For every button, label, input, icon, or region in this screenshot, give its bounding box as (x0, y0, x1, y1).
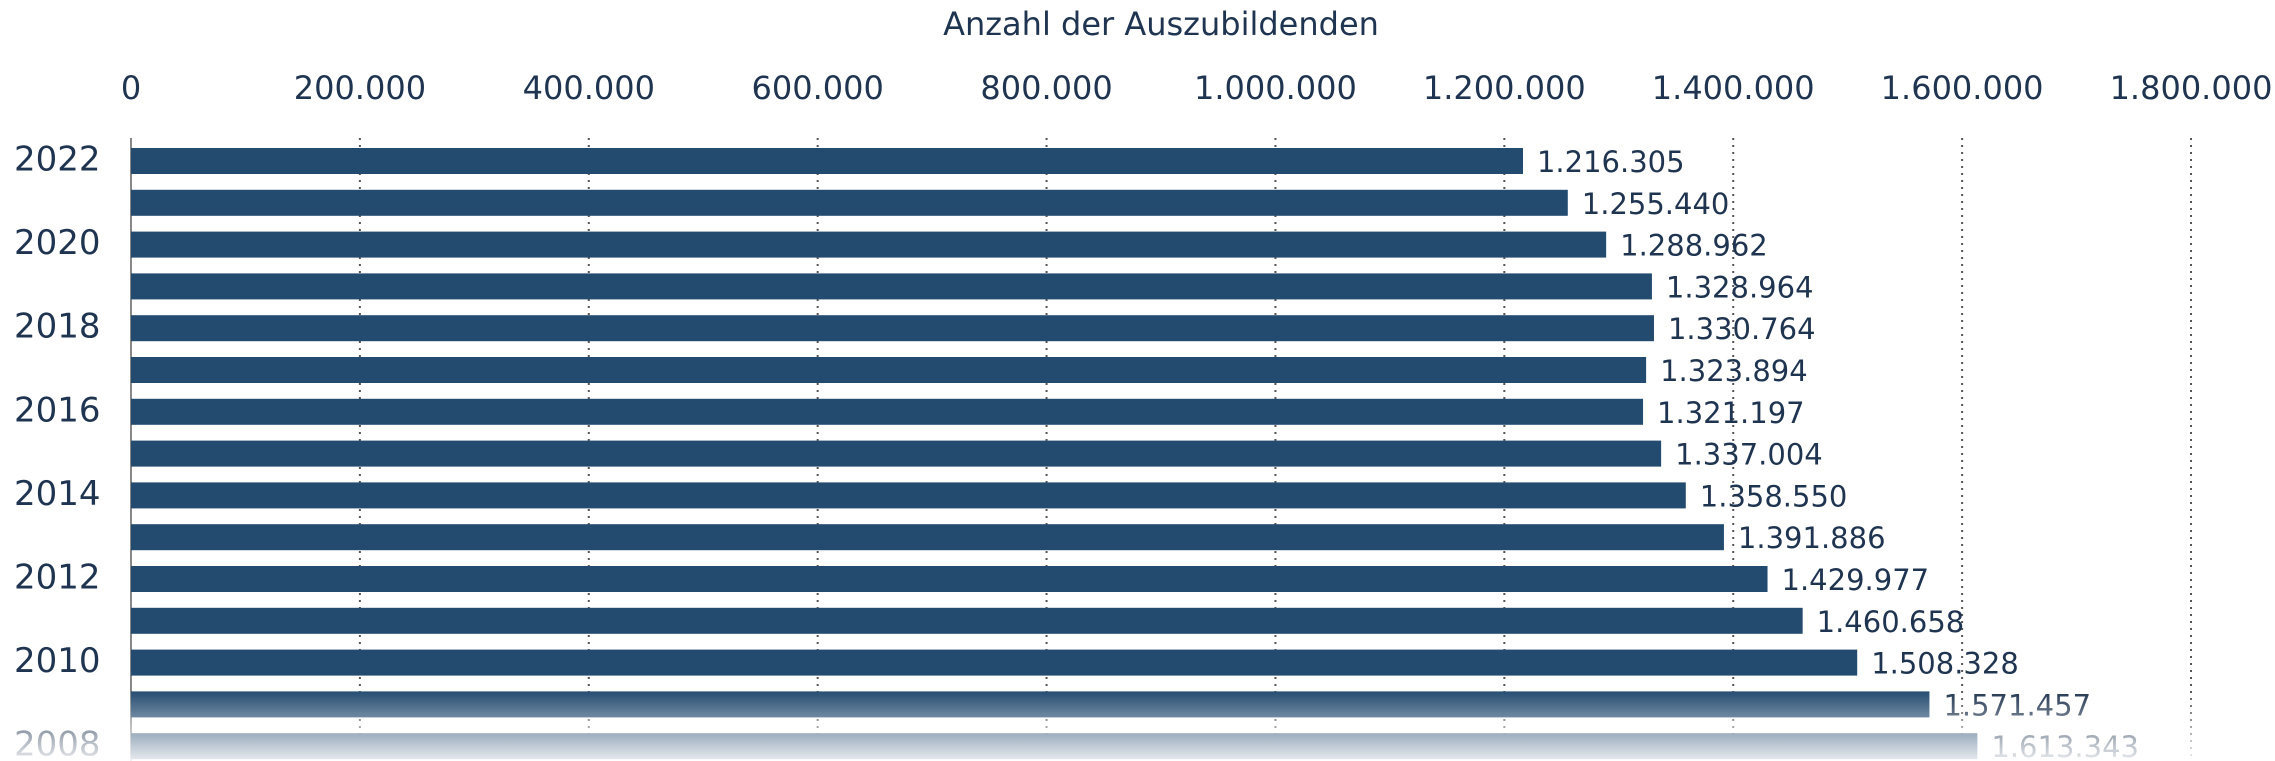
x-tick-label: 1.600.000 (1881, 69, 2044, 107)
y-tick-label: 2010 (14, 641, 101, 681)
y-tick-label: 2018 (14, 307, 101, 347)
x-tick-label: 0 (121, 69, 141, 107)
bar (131, 398, 1644, 425)
value-label: 1.358.550 (1700, 479, 1848, 513)
y-tick-label: 2016 (14, 390, 101, 430)
x-tick-label: 400.000 (523, 69, 655, 107)
value-label: 1.330.764 (1668, 312, 1816, 346)
fade-overlay (0, 690, 2275, 761)
value-label: 1.508.328 (1871, 647, 2019, 681)
bar (131, 315, 1654, 342)
value-label: 1.328.964 (1666, 270, 1814, 304)
value-label: 1.321.197 (1657, 396, 1805, 430)
bar (131, 189, 1568, 216)
x-tick-label: 1.400.000 (1652, 69, 1815, 107)
y-tick-label: 2012 (14, 558, 101, 598)
bar (131, 231, 1607, 258)
value-label: 1.288.962 (1620, 229, 1768, 263)
y-tick-label: 2014 (14, 474, 101, 514)
x-tick-label: 800.000 (980, 69, 1112, 107)
x-tick-label: 1.800.000 (2110, 69, 2273, 107)
value-label: 1.391.886 (1738, 521, 1886, 555)
bar (131, 482, 1686, 509)
y-tick-label: 2020 (14, 223, 101, 263)
x-tick-label: 1.000.000 (1194, 69, 1357, 107)
value-label: 1.429.977 (1782, 563, 1930, 597)
x-tick-label: 600.000 (752, 69, 884, 107)
x-tick-label: 200.000 (294, 69, 426, 107)
bar (131, 273, 1652, 300)
bar (131, 649, 1858, 676)
bar (131, 440, 1662, 467)
bar (131, 566, 1768, 592)
value-label: 1.337.004 (1675, 438, 1823, 472)
bar (131, 607, 1803, 634)
value-label: 1.460.658 (1817, 605, 1965, 639)
value-label: 1.255.440 (1582, 187, 1730, 221)
x-tick-label: 1.200.000 (1423, 69, 1586, 107)
bar (131, 524, 1724, 551)
value-label: 1.216.305 (1537, 145, 1685, 179)
axis-title: Anzahl der Auszubildenden (943, 5, 1379, 43)
bar (131, 357, 1647, 383)
bar (131, 148, 1523, 174)
value-label: 1.323.894 (1660, 354, 1808, 388)
y-tick-label: 2022 (14, 140, 101, 180)
